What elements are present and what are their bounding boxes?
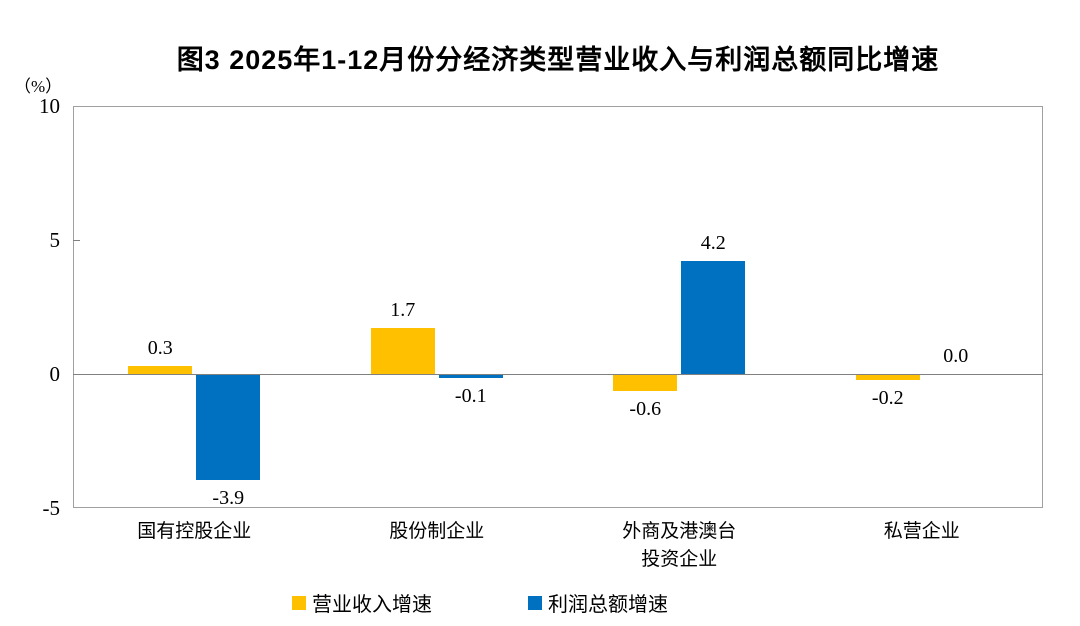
data-label: 0.3 <box>147 336 173 359</box>
bar-revenue <box>613 375 678 392</box>
legend-label: 营业收入增速 <box>312 594 432 616</box>
x-axis-category-label: 外商及港澳台 投资企业 <box>622 521 737 570</box>
y-axis-tick-label: 5 <box>49 228 61 252</box>
data-label: -3.9 <box>212 486 245 509</box>
data-label: -0.1 <box>454 384 487 407</box>
y-axis-tick-mark <box>73 374 80 375</box>
y-axis-unit-label: （%） <box>14 77 63 96</box>
data-label: 1.7 <box>390 299 416 322</box>
bar-revenue <box>855 375 920 381</box>
bar-revenue <box>370 328 435 374</box>
y-axis-tick-label: -5 <box>42 496 61 520</box>
bar-profit <box>196 375 261 480</box>
bar-profit <box>438 375 503 378</box>
chart-title: 图3 2025年1-12月份分经济类型营业收入与利润总额同比增速 <box>176 45 940 75</box>
y-axis-tick-mark <box>73 240 80 241</box>
legend-label: 利润总额增速 <box>548 594 668 616</box>
x-axis-category-label: 私营企业 <box>883 521 960 542</box>
zero-axis-line <box>73 374 1043 375</box>
bar-revenue <box>128 365 193 374</box>
data-label: 0.0 <box>943 345 969 367</box>
data-label: -0.2 <box>871 387 904 410</box>
legend-swatch-icon <box>292 595 306 610</box>
y-axis-tick-label: 0 <box>49 362 61 386</box>
x-axis-category-label: 国有控股企业 <box>137 521 252 542</box>
legend-swatch-icon <box>528 595 542 610</box>
legend: 营业收入增速 利润总额增速 <box>0 588 960 617</box>
legend-item: 营业收入增速 <box>292 588 432 617</box>
data-label: 4.2 <box>700 232 726 255</box>
y-axis-tick-label: 10 <box>39 94 60 118</box>
data-label: -0.6 <box>629 398 662 421</box>
bar-profit <box>681 261 746 374</box>
x-axis-category-label: 股份制企业 <box>389 521 485 542</box>
legend-item: 利润总额增速 <box>528 588 668 617</box>
